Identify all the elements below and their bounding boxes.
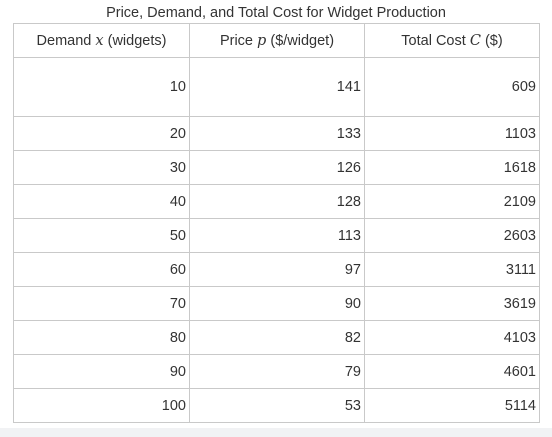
- cell-price: 126: [189, 150, 365, 185]
- cell-demand: 10: [13, 57, 190, 117]
- cell-demand: 40: [13, 184, 190, 219]
- cell-total-cost: 5114: [364, 388, 540, 423]
- cell-total-cost: 3111: [364, 252, 540, 287]
- header-price-unit: ($/widget): [270, 32, 335, 49]
- header-price-symbol: p: [257, 32, 267, 49]
- cell-total-cost: 3619: [364, 286, 540, 321]
- cell-demand: 50: [13, 218, 190, 253]
- header-demand-label: Demand: [36, 32, 92, 49]
- cell-total-cost: 1103: [364, 116, 540, 151]
- table-row: 20 133 1103: [13, 116, 540, 151]
- table-row: 40 128 2109: [13, 184, 540, 219]
- cell-price: 141: [189, 57, 365, 117]
- cell-price: 113: [189, 218, 365, 253]
- cell-total-cost: 609: [364, 57, 540, 117]
- table-row: 100 53 5114: [13, 388, 540, 423]
- column-header-price: Price p ($/widget): [189, 23, 365, 58]
- column-header-total-cost: Total Cost C ($): [364, 23, 540, 58]
- header-demand-symbol: x: [95, 32, 104, 49]
- header-cost-unit: ($): [484, 32, 503, 49]
- bottom-strip: [0, 428, 552, 437]
- column-header-demand: Demand x (widgets): [13, 23, 190, 58]
- header-demand-unit: (widgets): [107, 32, 167, 49]
- table-row: 70 90 3619: [13, 286, 540, 321]
- cell-demand: 70: [13, 286, 190, 321]
- table-row: 30 126 1618: [13, 150, 540, 185]
- cell-demand: 80: [13, 320, 190, 355]
- table-caption: Price, Demand, and Total Cost for Widget…: [106, 5, 446, 21]
- cell-price: 90: [189, 286, 365, 321]
- cell-price: 82: [189, 320, 365, 355]
- header-cost-label: Total Cost: [401, 32, 466, 49]
- table-row: 80 82 4103: [13, 320, 540, 355]
- cell-price: 133: [189, 116, 365, 151]
- cell-total-cost: 4103: [364, 320, 540, 355]
- cell-demand: 90: [13, 354, 190, 389]
- cell-price: 79: [189, 354, 365, 389]
- table-row: 60 97 3111: [13, 252, 540, 287]
- cell-price: 128: [189, 184, 365, 219]
- cell-demand: 60: [13, 252, 190, 287]
- cell-price: 97: [189, 252, 365, 287]
- header-row: Demand x (widgets) Price p ($/widget) To…: [13, 23, 540, 58]
- cell-demand: 30: [13, 150, 190, 185]
- cell-total-cost: 2603: [364, 218, 540, 253]
- cell-total-cost: 1618: [364, 150, 540, 185]
- cell-total-cost: 4601: [364, 354, 540, 389]
- header-price-label: Price: [219, 32, 253, 49]
- cell-total-cost: 2109: [364, 184, 540, 219]
- table-row: 90 79 4601: [13, 354, 540, 389]
- cell-demand: 20: [13, 116, 190, 151]
- header-cost-symbol: C: [469, 32, 481, 49]
- cell-demand: 100: [13, 388, 190, 423]
- table-row: 10 141 609: [13, 57, 540, 117]
- table-row: 50 113 2603: [13, 218, 540, 253]
- cell-price: 53: [189, 388, 365, 423]
- data-table: Demand x (widgets) Price p ($/widget) To…: [13, 23, 540, 423]
